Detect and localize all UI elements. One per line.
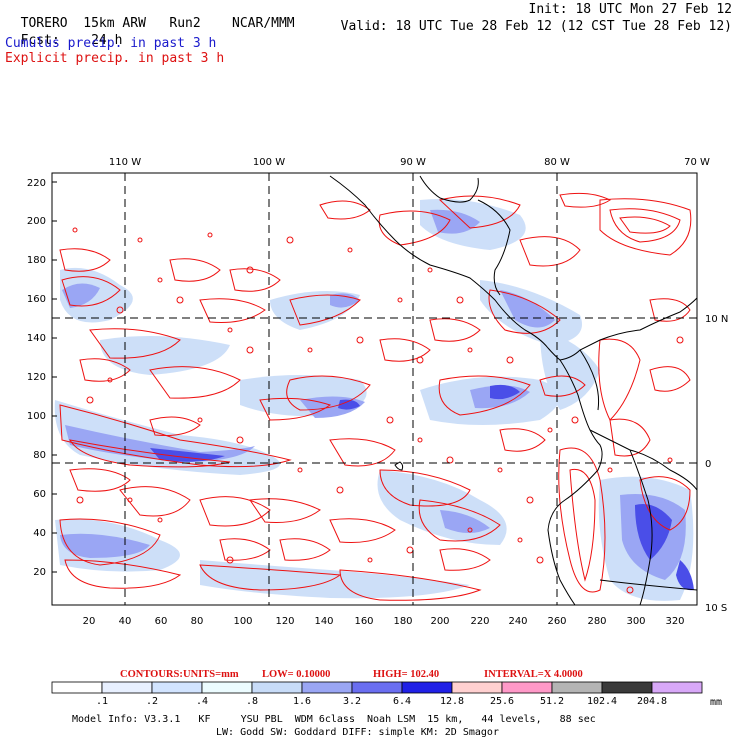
y-tick-label: 120 <box>27 372 46 383</box>
cumulus-heavy-shading <box>150 384 694 591</box>
contours-high: HIGH= 102.40 <box>373 669 439 680</box>
colorbar-swatch <box>251 681 303 694</box>
colorbar-swatch <box>401 681 453 694</box>
colorbar-label: 25.6 <box>490 696 514 707</box>
x-tick-label: 320 <box>665 616 684 627</box>
colorbar-label: 102.4 <box>587 696 617 707</box>
colorbar-labels: .1 .2 .4 .8 1.6 3.2 6.4 12.8 25.6 51.2 102.4 204.8 <box>96 696 667 707</box>
colorbar-label: 204.8 <box>637 696 667 707</box>
x-tick-label: 20 <box>83 616 96 627</box>
colorbar-label: 51.2 <box>540 696 564 707</box>
header-row-1: TORERO 15km ARW Run2 NCAR/MMM <box>5 3 295 31</box>
lat-label: 10 N <box>705 314 728 325</box>
x-tick-label: 300 <box>626 616 645 627</box>
colorbar-label: .4 <box>196 696 208 707</box>
x-tick-label: 200 <box>430 616 449 627</box>
x-tick-label: 280 <box>587 616 606 627</box>
coastlines <box>329 175 697 605</box>
x-tick-label: 120 <box>275 616 294 627</box>
map-frame <box>51 172 698 606</box>
colorbar-label: 12.8 <box>440 696 464 707</box>
explicit-legend: Explicit precip. in past 3 h <box>5 51 225 66</box>
y-axis: 220 200 180 160 140 120 100 80 60 40 20 <box>27 178 46 578</box>
colorbar-swatch <box>601 681 653 694</box>
y-ticks <box>52 181 57 573</box>
lat-labels: 10 N 0 10 S <box>705 314 728 614</box>
explicit-small-cells <box>72 227 684 594</box>
colorbar-swatch <box>51 681 103 694</box>
fcst-label: Fcst: <box>20 33 60 48</box>
model-name: TORERO <box>20 16 68 31</box>
y-tick-label: 100 <box>27 411 46 422</box>
colorbar-swatch <box>301 681 353 694</box>
lon-label: 70 W <box>684 157 710 168</box>
x-tick-label: 160 <box>354 616 373 627</box>
colorbar-swatch <box>101 681 153 694</box>
y-tick-label: 20 <box>33 567 46 578</box>
colorbar-swatch <box>351 681 403 694</box>
y-tick-label: 220 <box>27 178 46 189</box>
x-axis: 20 40 60 80 100 120 140 160 180 200 220 … <box>83 616 685 627</box>
lat-label: 10 S <box>705 603 727 614</box>
physics-info-line: LW: Godd SW: Goddard DIFF: simple KM: 2D… <box>216 727 499 738</box>
y-tick-label: 140 <box>27 333 46 344</box>
lon-label: 110 W <box>109 157 141 168</box>
x-tick-label: 220 <box>470 616 489 627</box>
graticule <box>52 173 697 605</box>
colorbar-label: .8 <box>246 696 258 707</box>
y-tick-label: 40 <box>33 528 46 539</box>
init-time: Init: 18 UTC Mon 27 Feb 12 <box>528 2 733 17</box>
colorbar-swatch <box>151 681 203 694</box>
explicit-contours <box>59 192 692 601</box>
contours-low: LOW= 0.10000 <box>262 669 330 680</box>
contour-info: CONTOURS: UNITS=mm LOW= 0.10000 HIGH= 10… <box>120 669 583 680</box>
x-tick-label: 100 <box>233 616 252 627</box>
colorbar-swatch <box>201 681 253 694</box>
lon-label: 80 W <box>544 157 570 168</box>
x-tick-label: 40 <box>119 616 132 627</box>
x-tick-label: 240 <box>508 616 527 627</box>
model-info-line: Model Info: V3.3.1 KF YSU PBL WDM 6class… <box>72 714 596 725</box>
colorbar-label: .1 <box>96 696 108 707</box>
precip-field <box>54 175 697 605</box>
y-tick-label: 80 <box>33 450 46 461</box>
run-label: Run2 <box>169 16 201 31</box>
cumulus-legend: Cumulus precip. in past 3 h <box>5 36 217 51</box>
contours-label: CONTOURS: <box>120 669 183 680</box>
x-tick-label: 60 <box>155 616 168 627</box>
colorbar-swatch <box>451 681 503 694</box>
x-tick-label: 260 <box>547 616 566 627</box>
model-resolution: 15km ARW <box>83 16 146 31</box>
colorbar-unit: mm <box>710 697 722 708</box>
colorbar-swatch <box>501 681 553 694</box>
colorbar-label: .2 <box>146 696 158 707</box>
y-tick-label: 200 <box>27 216 46 227</box>
colorbar <box>51 681 703 694</box>
lon-labels: 110 W 100 W 90 W 80 W 70 W <box>109 157 710 168</box>
x-tick-label: 140 <box>314 616 333 627</box>
lon-label: 100 W <box>253 157 285 168</box>
colorbar-swatch <box>651 681 703 694</box>
colorbar-label: 1.6 <box>293 696 311 707</box>
fcst-value: 24 h <box>91 33 123 48</box>
y-tick-label: 180 <box>27 255 46 266</box>
colorbar-label: 3.2 <box>343 696 361 707</box>
y-tick-label: 60 <box>33 489 46 500</box>
org-label: NCAR/MMM <box>232 16 295 31</box>
lon-label: 90 W <box>400 157 426 168</box>
contours-interval: INTERVAL=X 4.0000 <box>484 669 583 680</box>
x-tick-label: 180 <box>393 616 412 627</box>
lat-label: 0 <box>705 459 711 470</box>
contours-units: UNITS=mm <box>183 669 239 680</box>
x-tick-label: 80 <box>191 616 204 627</box>
valid-time: Valid: 18 UTC Tue 28 Feb 12 (12 CST Tue … <box>340 19 732 34</box>
colorbar-label: 6.4 <box>393 696 411 707</box>
colorbar-swatch <box>551 681 603 694</box>
header-row-2: Fcst: 24 h <box>5 20 123 48</box>
y-tick-label: 160 <box>27 294 46 305</box>
